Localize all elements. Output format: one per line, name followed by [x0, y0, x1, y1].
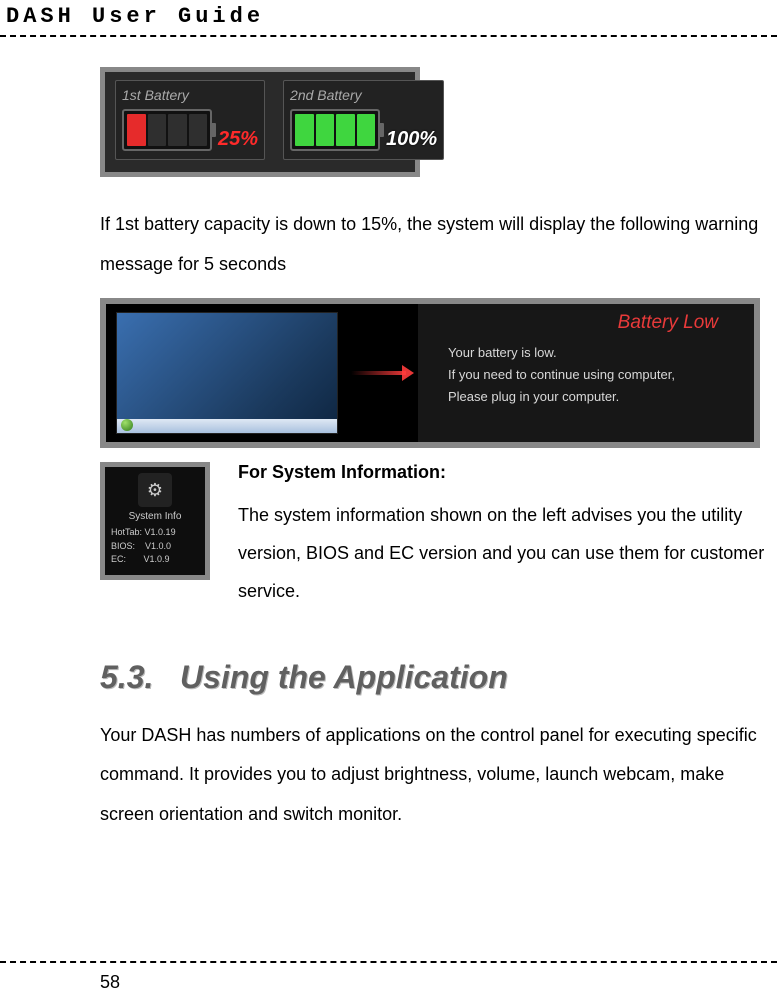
section-title: Using the Application	[180, 659, 508, 695]
battery-2-percent: 100%	[386, 128, 437, 151]
battery-1-icon	[122, 109, 212, 151]
taskbar-icon	[117, 419, 337, 433]
battery-1-label: 1st Battery	[122, 87, 258, 103]
battery-1-panel: 1st Battery 25%	[115, 80, 265, 160]
hottab-version: HotTab: V1.0.19	[111, 526, 199, 540]
ec-version: EC: V1.0.9	[111, 553, 199, 567]
section-number: 5.3.	[100, 659, 153, 695]
system-info-heading: For System Information:	[238, 462, 767, 483]
battery-2-panel: 2nd Battery 100%	[283, 80, 444, 160]
footer-divider	[0, 961, 777, 963]
gear-icon: ⚙	[138, 473, 172, 507]
system-info-figure: ⚙ System Info HotTab: V1.0.19 BIOS: V1.0…	[100, 462, 210, 580]
warning-title: Battery Low	[448, 312, 718, 334]
battery-2-icon	[290, 109, 380, 151]
document-title: DASH User Guide	[0, 0, 777, 35]
paragraph-warning-intro: If 1st battery capacity is down to 15%, …	[100, 205, 767, 284]
section-paragraph: Your DASH has numbers of applications on…	[100, 716, 767, 835]
arrow-icon	[338, 371, 418, 375]
system-info-caption: System Info	[111, 511, 199, 522]
battery-1-percent: 25%	[218, 128, 258, 151]
warning-line-3: Please plug in your computer.	[448, 386, 738, 408]
battery-low-figure: Battery Low Your battery is low. If you …	[100, 298, 760, 448]
battery-status-figure: 1st Battery 25% 2nd Battery 100%	[100, 67, 420, 177]
section-heading: 5.3. Using the Application	[100, 659, 767, 696]
warning-panel: Battery Low Your battery is low. If you …	[418, 304, 754, 442]
battery-2-label: 2nd Battery	[290, 87, 437, 103]
page-number: 58	[100, 972, 120, 993]
warning-line-1: Your battery is low.	[448, 342, 738, 364]
bios-version: BIOS: V1.0.0	[111, 540, 199, 554]
desktop-thumbnail	[116, 312, 338, 434]
warning-line-2: If you need to continue using computer,	[448, 364, 738, 386]
page-content: 1st Battery 25% 2nd Battery 100%	[0, 37, 777, 834]
system-info-paragraph: The system information shown on the left…	[238, 497, 767, 610]
